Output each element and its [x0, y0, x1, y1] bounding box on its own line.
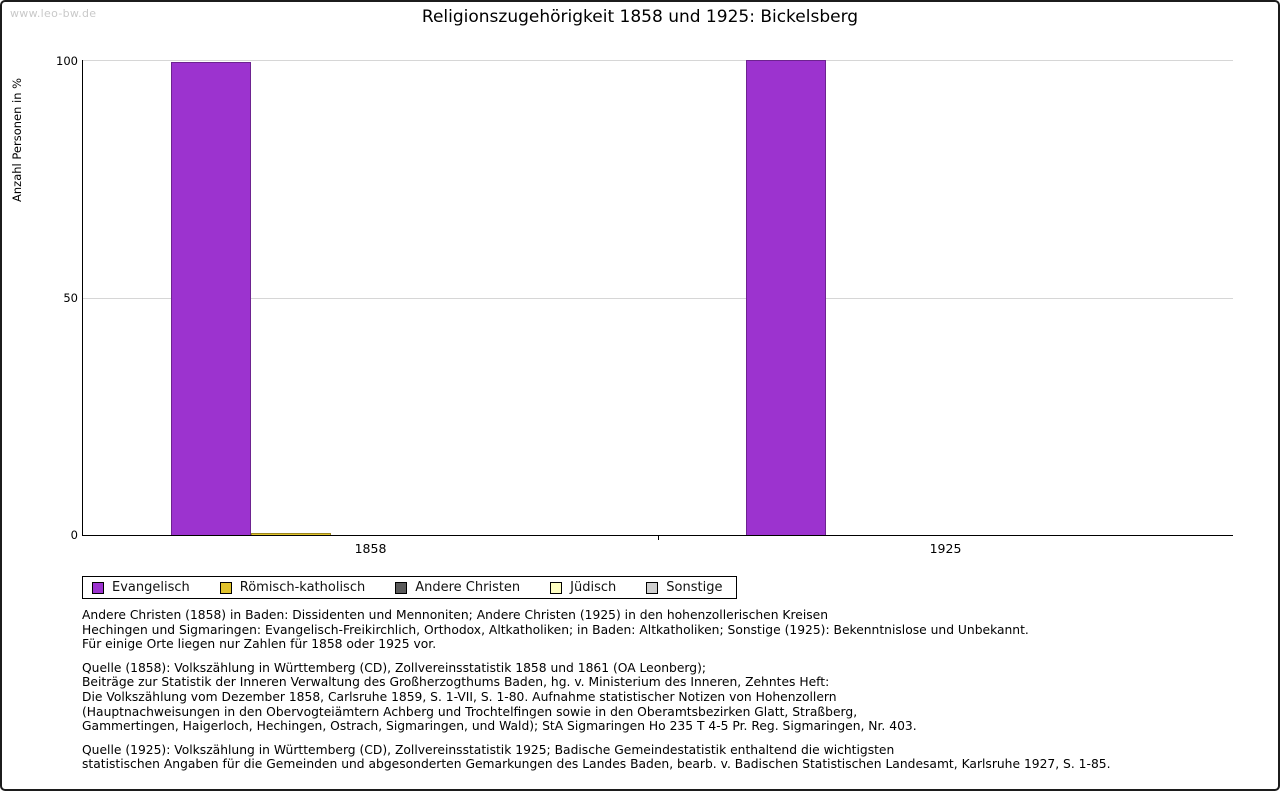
y-tick-label-0: 0: [70, 528, 78, 542]
y-axis-label: Anzahl Personen in %: [10, 77, 24, 202]
legend-item-sonstige: Sonstige: [646, 580, 722, 595]
legend-item-roemisch-katholisch: Römisch-katholisch: [219, 580, 366, 595]
chart-title: Religionszugehörigkeit 1858 und 1925: Bi…: [421, 7, 859, 27]
legend-item-evangelisch: Evangelisch: [92, 580, 190, 595]
footnote-line: Gammertingen, Haigerloch, Hechingen, Ost…: [82, 719, 917, 734]
footnote-line: Hechingen und Sigmaringen: Evangelisch-F…: [82, 622, 1029, 637]
legend-label: Römisch-katholisch: [239, 580, 366, 595]
footnote-line: Beiträge zur Statistik der Inneren Verwa…: [82, 675, 830, 690]
legend-swatch-roemisch-katholisch: [219, 581, 232, 594]
legend-swatch-sonstige: [646, 581, 659, 594]
footnote-line: (Hauptnachweisungen in den Obervogteiämt…: [82, 704, 858, 719]
legend-label: Evangelisch: [112, 580, 190, 595]
footnote-block-quelle-1858: Quelle (1858): Volkszählung in Württembe…: [82, 661, 1248, 734]
legend-item-andere-christen: Andere Christen: [395, 580, 520, 595]
footnote-line: statistischen Angaben für die Gemeinden …: [82, 757, 1111, 772]
legend: Evangelisch Römisch-katholisch Andere Ch…: [82, 576, 738, 599]
legend-label: Jüdisch: [570, 580, 617, 595]
plot-area: 100 50 0 1858 1925: [56, 54, 1233, 556]
footnote-line: Andere Christen (1858) in Baden: Disside…: [82, 608, 829, 622]
bar-evangelisch-1925: [745, 60, 826, 535]
footnote-block-quelle-1925: Quelle (1925): Volkszählung in Württembe…: [82, 743, 1248, 772]
footnote-line: Die Volkszählung vom Dezember 1858, Carl…: [82, 689, 837, 704]
legend-swatch-evangelisch: [92, 581, 104, 594]
footnote-block-notes: Andere Christen (1858) in Baden: Disside…: [82, 608, 1248, 652]
gridline-50: [83, 297, 1233, 299]
footnotes: Andere Christen (1858) in Baden: Disside…: [82, 608, 1248, 781]
y-tick-label-100: 100: [56, 54, 78, 68]
footnote-line: Quelle (1858): Volkszählung in Württembe…: [82, 660, 707, 675]
bar-r-misch-katholisch-1858: [250, 532, 331, 535]
gridline-100: [83, 60, 1233, 61]
x-tick-label-1858: 1858: [354, 541, 387, 556]
bar-evangelisch-1858: [170, 62, 251, 535]
legend-item-juedisch: Jüdisch: [550, 580, 616, 595]
legend-label: Andere Christen: [415, 580, 521, 595]
y-tick-label-50: 50: [63, 290, 78, 305]
watermark: www.leo-bw.de: [10, 7, 97, 20]
bar-group: [170, 60, 571, 535]
footnote-line: Quelle (1925): Volkszählung in Württembe…: [82, 742, 895, 757]
x-axis-tick: [658, 535, 659, 540]
legend-swatch-juedisch: [550, 581, 563, 594]
legend-swatch-andere-christen: [395, 581, 408, 594]
bar-group: [745, 60, 1146, 535]
legend-label: Sonstige: [666, 580, 723, 595]
footnote-line: Für einige Orte liegen nur Zahlen für 18…: [82, 637, 437, 652]
x-tick-label-1925: 1925: [929, 541, 962, 556]
